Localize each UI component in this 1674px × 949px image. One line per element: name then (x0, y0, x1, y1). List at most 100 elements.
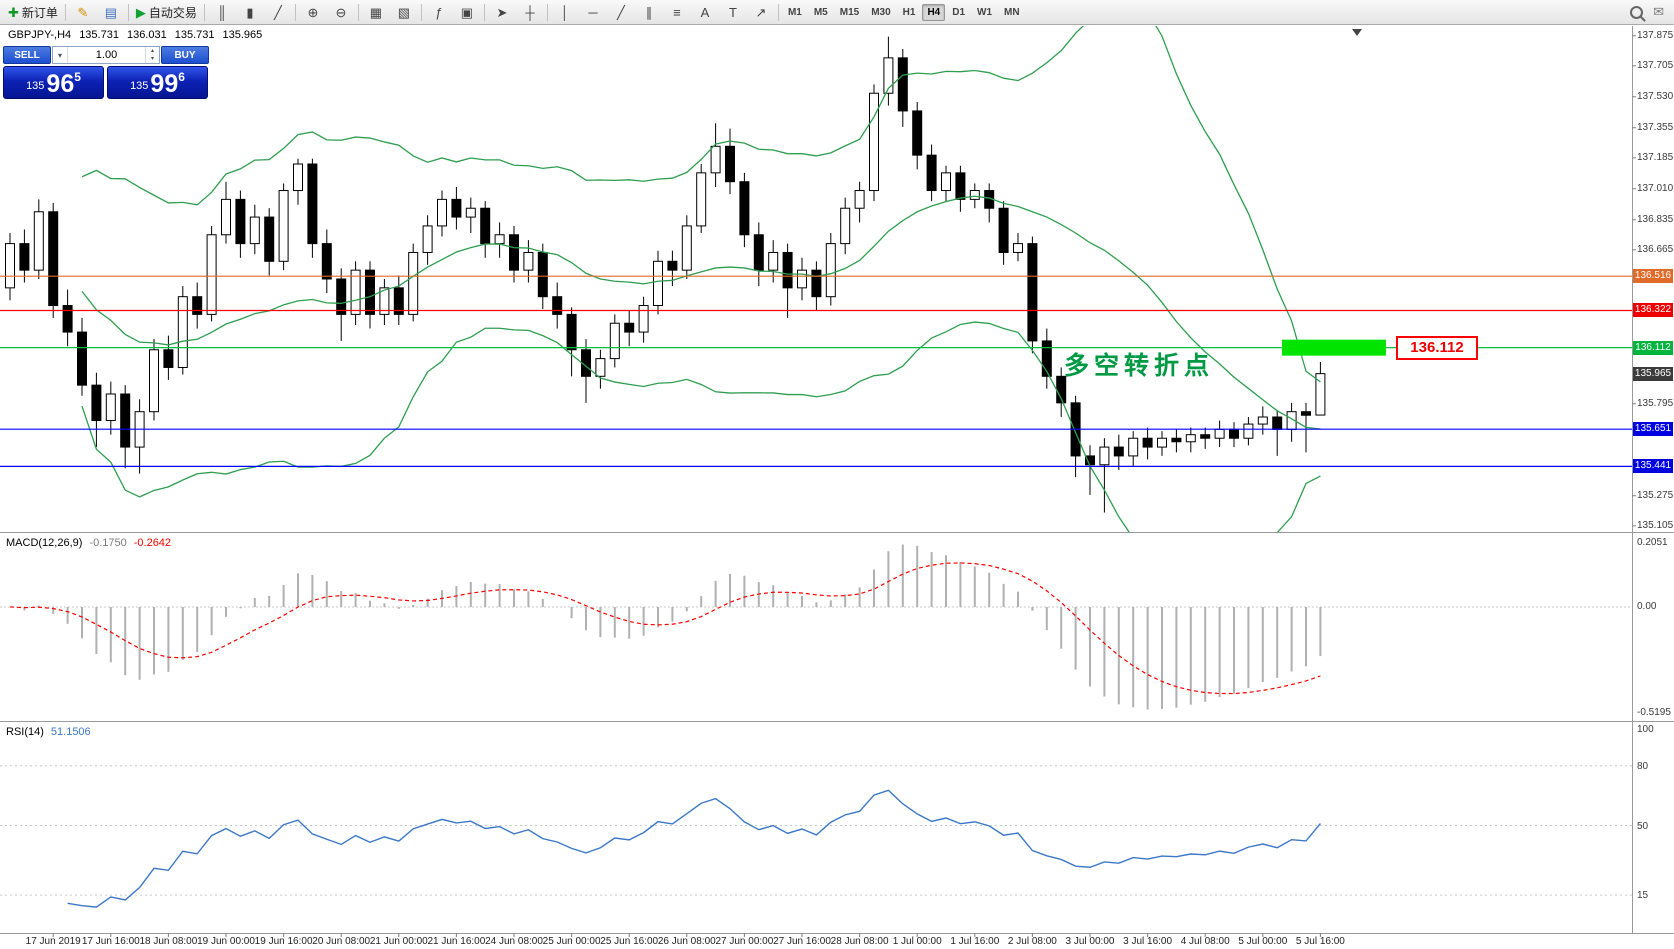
timeframe-m30-button[interactable]: M30 (871, 6, 891, 18)
rsi-axis-label: 15 (1637, 890, 1649, 902)
rsi-axis-label: 100 (1637, 724, 1654, 735)
candle-body (1315, 373, 1326, 416)
timeframe-m15-button[interactable]: M15 (839, 6, 860, 18)
candle-body (1013, 243, 1023, 253)
candlestick-chart-icon: ▮ (246, 4, 254, 20)
macd-name: MACD(12,26,9) (6, 537, 83, 549)
horizontal-line-button[interactable]: ─ (579, 1, 607, 23)
candle-body (134, 411, 145, 448)
candle-body (192, 296, 203, 315)
lot-dropdown-icon[interactable]: ▾ (53, 47, 68, 63)
candle-body (1214, 428, 1225, 439)
candle-body (926, 154, 937, 192)
candle-body (33, 211, 44, 271)
mail-icon[interactable]: ✉ (1653, 4, 1664, 19)
fibonacci-button[interactable]: ≡ (663, 1, 691, 23)
buy-button[interactable]: BUY (161, 46, 209, 64)
lot-size-input[interactable] (68, 47, 145, 63)
time-axis-label: 27 Jun 16:00 (773, 936, 831, 947)
new-order-button[interactable]: ✚ 新订单 (4, 1, 62, 23)
candle-body (249, 216, 260, 245)
candle-body (552, 296, 563, 315)
lot-increase-button[interactable]: ▴ (150, 48, 154, 54)
candle-body (19, 243, 30, 271)
candle-body (350, 269, 361, 315)
time-axis-label: 20 Jun 08:00 (312, 936, 371, 947)
vertical-line-button[interactable]: │ (551, 1, 579, 23)
horizontal-line-icon: ─ (588, 4, 598, 20)
text-label-button[interactable]: T (719, 1, 747, 23)
highlight-rectangle-object[interactable] (1282, 339, 1386, 356)
symbol-label: GBPJPY-,H4 (8, 29, 72, 41)
candle-body (278, 190, 289, 262)
search-icon[interactable] (1630, 5, 1644, 19)
macd-signal-line (9, 562, 1321, 695)
indicators-button[interactable]: ƒ (425, 1, 453, 23)
close-value: 135.965 (222, 29, 263, 41)
sell-price-button[interactable]: 135 96 5 (3, 66, 104, 99)
text-button[interactable]: A (691, 1, 719, 23)
bar-chart-button[interactable]: ║ (208, 1, 236, 23)
crosshair-button[interactable]: ┼ (516, 1, 544, 23)
price-callout[interactable]: 136.112 (1396, 335, 1478, 360)
candle-body (523, 251, 534, 271)
timeframe-mn-button[interactable]: MN (1004, 6, 1020, 18)
rsi-axis-label: 50 (1637, 820, 1649, 832)
candle-body (120, 393, 131, 448)
timeframe-m1-button[interactable]: M1 (787, 6, 802, 18)
vertical-line-icon: │ (560, 4, 569, 20)
candle-body (710, 145, 721, 174)
low-value: 135.731 (174, 29, 215, 41)
chart-shift-marker-icon[interactable] (1352, 29, 1362, 36)
candle-body (105, 393, 116, 422)
candle-body (753, 234, 764, 271)
metaeditor-button[interactable]: ✎ (69, 1, 97, 23)
tile-windows-button[interactable]: ▦ (362, 1, 390, 23)
candle-body (321, 243, 332, 280)
candle-body (869, 92, 879, 192)
timeframe-w1-button[interactable]: W1 (977, 6, 993, 18)
sell-button[interactable]: SELL (3, 46, 51, 64)
price-tick-label: 135.275 (1637, 489, 1674, 501)
time-axis-label: 19 Jun 16:00 (254, 936, 313, 947)
arrow-object-button[interactable]: ↗ (747, 1, 775, 23)
timeframe-m5-button[interactable]: M5 (813, 6, 828, 18)
candle-body (264, 216, 275, 262)
zoom-in-button[interactable]: ⊕ (299, 1, 327, 23)
line-chart-button[interactable]: ╱ (264, 1, 292, 23)
price-tick-label: 137.185 (1637, 151, 1674, 163)
line-chart-icon: ╱ (274, 4, 282, 20)
candle-body (768, 251, 779, 271)
price-badge: 136.516 (1633, 269, 1673, 284)
chart-window-button[interactable]: ▤ (97, 1, 125, 23)
timeframe-d1-button[interactable]: D1 (952, 6, 966, 18)
trendline-button[interactable]: ╱ (607, 1, 635, 23)
lot-decrease-button[interactable]: ▾ (150, 56, 154, 62)
candle-body (206, 234, 217, 315)
buy-price-button[interactable]: 135 99 6 (107, 66, 208, 99)
buy-price-pip: 6 (178, 70, 185, 84)
timeframe-h1-button[interactable]: H1 (902, 6, 916, 18)
chart-annotation[interactable]: 多空转折点 (1064, 352, 1215, 380)
autotrading-button[interactable]: ▶ 自动交易 (132, 1, 201, 23)
rsi-line (67, 789, 1321, 908)
equidistant-channel-button[interactable]: ∥ (635, 1, 663, 23)
rsi-indicator-label: RSI(14) 51.1506 (6, 726, 91, 738)
metaeditor-icon: ✎ (77, 4, 89, 20)
cursor-button[interactable]: ➤ (488, 1, 516, 23)
candle-body (595, 358, 606, 377)
price-badge: 136.322 (1633, 303, 1673, 318)
macd-indicator-label: MACD(12,26,9) -0.1750 -0.2642 (6, 537, 171, 549)
equidistant-channel-icon: ∥ (645, 4, 653, 20)
zoom-out-button[interactable]: ⊖ (327, 1, 355, 23)
objects-list-button[interactable]: ▣ (453, 1, 481, 23)
price-tick-label: 137.010 (1637, 182, 1674, 194)
navigator-button[interactable]: ▧ (390, 1, 418, 23)
candle-body (307, 163, 318, 245)
candlestick-chart-button[interactable]: ▮ (236, 1, 264, 23)
timeframe-h4-button[interactable]: H4 (922, 3, 946, 21)
candle-body (1301, 411, 1311, 416)
rsi-axis-label: 80 (1637, 760, 1649, 772)
candle-body (293, 163, 303, 192)
